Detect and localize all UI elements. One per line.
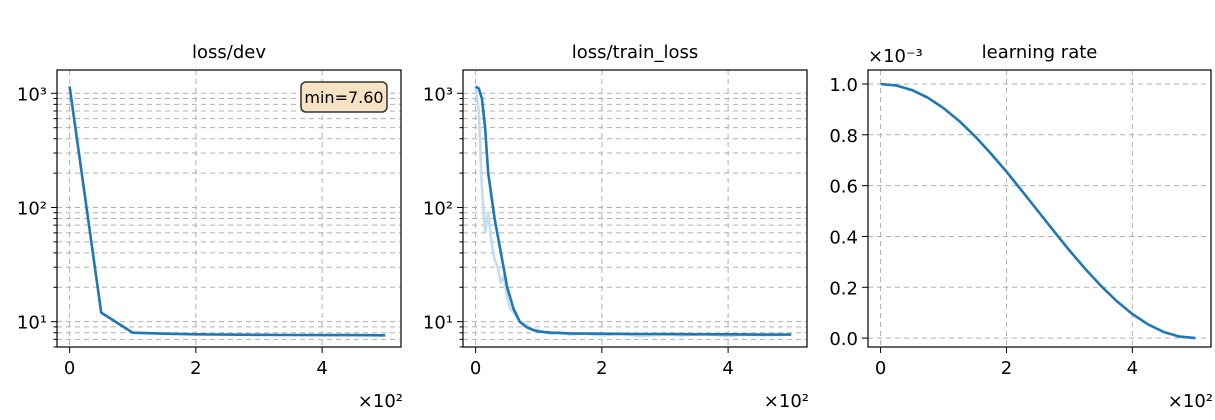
chart-1-y-tick-label: 10¹ [423,313,453,334]
chart-0-series-0-line [68,86,386,337]
chart-0-min-badge [300,81,388,113]
chart-0-y-tick-label: 10¹ [17,313,47,334]
chart-1-title: loss/train_loss [572,42,699,63]
chart-0-y-tick-label: 10² [17,198,47,219]
chart-1-x-tick-label: 4 [722,358,733,379]
chart-0-x-tick-label: 2 [190,358,201,379]
panel-loss-train-loss: 0 2 4 10¹ 10² 10³ loss/train_loss ×10² [423,42,809,412]
chart-2-y-tick-label: 0.4 [829,227,858,248]
chart-2-x-multiplier: ×10² [1168,391,1213,412]
chart-2-y-tick-label: 1.0 [829,75,858,96]
chart-1-x-tick-label: 2 [596,358,607,379]
chart-1-x-multiplier: ×10² [764,391,809,412]
chart-0-x-tick-label: 4 [316,358,327,379]
chart-1-y-tick-label: 10² [423,198,453,219]
chart-1-axes-frame [462,69,808,348]
chart-2-y-tick-label: 0.8 [829,126,858,147]
chart-0-axes-frame [56,69,402,348]
chart-2-y-multiplier: ×10⁻³ [868,46,923,67]
chart-1-series-0-line [474,85,792,336]
chart-0-x-multiplier: ×10² [358,391,403,412]
chart-0-y-tick-label: 10³ [17,84,47,105]
chart-2-axes-frame [867,69,1212,348]
chart-0-x-tick-label: 0 [64,358,75,379]
chart-2-x-tick-label: 4 [1127,358,1138,379]
chart-2-x-tick-label: 2 [1001,358,1012,379]
panel-learning-rate: 0 2 4 0.0 0.2 0.4 0.6 0.8 1.0 learning rate ×10² ×1… [829,42,1213,412]
chart-0-title: loss/dev [192,42,266,63]
chart-1-x-tick-label: 0 [470,358,481,379]
chart-2-y-tick-label: 0.0 [829,329,858,350]
chart-2-title: learning rate [982,42,1098,63]
chart-0-min-badge-text: min=7.60 [304,88,383,107]
chart-2-series-0-line [880,82,1196,340]
chart-2-y-tick-label: 0.2 [829,278,858,299]
chart-1-y-tick-label: 10³ [423,84,453,105]
chart-1-series-1-line [474,86,792,338]
chart-2-y-tick-label: 0.6 [829,177,858,198]
chart-2-x-tick-label: 0 [875,358,886,379]
panel-loss-dev: 0 2 4 10¹ 10² 10³ loss/dev ×10² min=7.60 [17,42,403,412]
